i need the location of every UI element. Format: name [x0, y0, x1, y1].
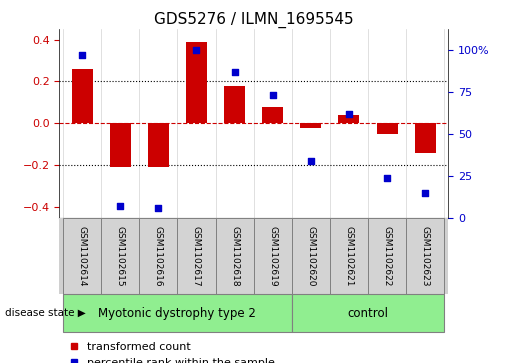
Bar: [148, 123, 169, 167]
Text: GSM1102615: GSM1102615: [116, 225, 125, 286]
Bar: [338, 115, 359, 123]
Point: [421, 190, 430, 196]
Bar: [330, 218, 368, 294]
Bar: [63, 294, 292, 332]
Bar: [215, 218, 253, 294]
Point: [269, 93, 277, 98]
Bar: [292, 218, 330, 294]
Point: [78, 52, 86, 58]
Point: [345, 111, 353, 117]
Bar: [110, 123, 131, 167]
Text: GSM1102619: GSM1102619: [268, 225, 277, 286]
Bar: [368, 218, 406, 294]
Bar: [253, 218, 292, 294]
Bar: [101, 218, 139, 294]
Text: GSM1102616: GSM1102616: [154, 225, 163, 286]
Bar: [292, 294, 444, 332]
Bar: [139, 218, 177, 294]
Text: disease state ▶: disease state ▶: [5, 308, 86, 318]
Point: [307, 158, 315, 164]
Point: [383, 175, 391, 180]
Bar: [262, 107, 283, 123]
Text: GSM1102618: GSM1102618: [230, 225, 239, 286]
Title: GDS5276 / ILMN_1695545: GDS5276 / ILMN_1695545: [154, 12, 353, 28]
Bar: [186, 42, 207, 123]
Point: [230, 69, 238, 75]
Text: GSM1102621: GSM1102621: [345, 226, 353, 286]
Text: Myotonic dystrophy type 2: Myotonic dystrophy type 2: [98, 307, 256, 319]
Bar: [376, 123, 398, 134]
Bar: [415, 123, 436, 153]
Bar: [300, 123, 321, 128]
Bar: [224, 86, 245, 123]
Point: [116, 203, 124, 209]
Bar: [177, 218, 215, 294]
Text: GSM1102622: GSM1102622: [383, 226, 391, 286]
Bar: [406, 218, 444, 294]
Text: GSM1102614: GSM1102614: [78, 226, 87, 286]
Point: [154, 205, 162, 211]
Text: GSM1102623: GSM1102623: [421, 226, 430, 286]
Text: control: control: [348, 307, 388, 319]
Legend: transformed count, percentile rank within the sample: transformed count, percentile rank withi…: [65, 338, 279, 363]
Text: GSM1102617: GSM1102617: [192, 225, 201, 286]
Bar: [63, 218, 101, 294]
Point: [192, 47, 200, 53]
Text: GSM1102620: GSM1102620: [306, 226, 315, 286]
Bar: [72, 69, 93, 123]
